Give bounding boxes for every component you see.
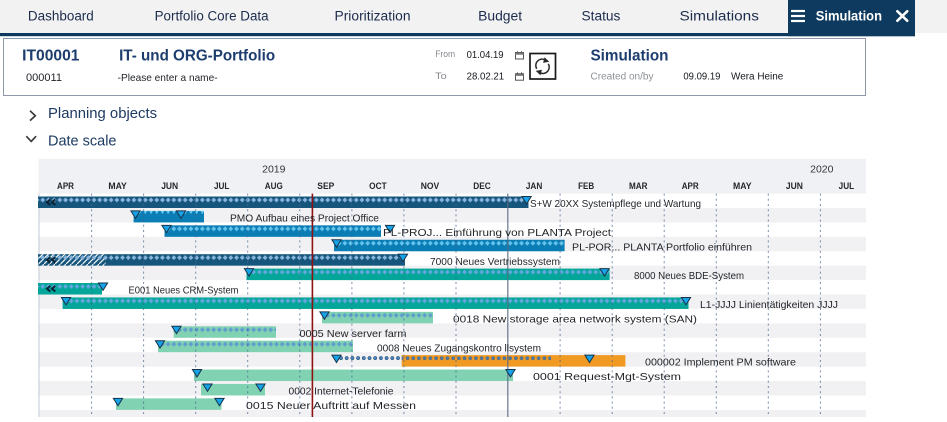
svg-text:28.02.21: 28.02.21 [467,72,505,83]
svg-text:-Please enter a name-: -Please enter a name- [118,72,218,84]
svg-text:000011: 000011 [26,72,62,84]
svg-text:PL-POR... PLANTA Portfolio ei: PL-POR... PLANTA Portfolio einführen [572,242,752,253]
svg-text:0001 Request-Mgt-System: 0001 Request-Mgt-System [533,372,681,383]
svg-text:JAN: JAN [526,181,543,192]
svg-text:Portfolio Core Data: Portfolio Core Data [155,8,269,23]
svg-text:APR: APR [682,181,699,192]
svg-text:MAY: MAY [108,181,127,192]
svg-text:Date scale: Date scale [48,132,117,149]
svg-text:NOV: NOV [421,181,440,192]
svg-text:From: From [435,49,455,60]
svg-text:JUL: JUL [839,181,855,192]
svg-text:S+W 20XX Systempflege und Wart: S+W 20XX Systempflege und Wartung [530,199,701,210]
svg-text:0008 Neues Zugangskontro llsy: 0008 Neues Zugangskontro llsystem [377,343,541,354]
svg-text:2020: 2020 [810,164,834,176]
svg-text:000002 Implement PM software: 000002 Implement PM software [645,358,796,369]
svg-text:JUN: JUN [161,181,178,192]
svg-text:JUL: JUL [214,181,230,192]
svg-text:IT- und ORG-Portfolio: IT- und ORG-Portfolio [119,48,275,65]
svg-text:0018 New storage area network: 0018 New storage area network system (SA… [453,314,697,325]
svg-text:0005 New server farm: 0005 New server farm [300,329,407,340]
svg-text:7000 Neues Vertriebssystem: 7000 Neues Vertriebssystem [430,257,560,268]
svg-text:Simulation: Simulation [816,8,882,24]
svg-text:To: To [435,71,447,82]
svg-text:DEC: DEC [473,181,491,192]
svg-text:FEB: FEB [578,181,594,192]
svg-text:IT00001: IT00001 [22,48,80,65]
svg-text:MAR: MAR [629,181,648,192]
svg-text:8000 Neues BDE-System: 8000 Neues BDE-System [634,271,744,282]
svg-text:0015 Neuer Auftritt auf Messe: 0015 Neuer Auftritt auf Messen [246,401,416,412]
svg-text:AUG: AUG [265,181,283,192]
svg-text:Status: Status [582,8,621,23]
svg-text:SEP: SEP [317,181,335,192]
svg-text:Wera Heine: Wera Heine [731,72,784,83]
svg-text:OCT: OCT [369,181,387,192]
svg-text:Budget: Budget [478,8,522,23]
svg-text:PL-PROJ... Einführung von PLA: PL-PROJ... Einführung von PLANTA Project [383,228,611,239]
svg-text:Planning objects: Planning objects [48,105,157,122]
svg-text:APR: APR [57,181,74,192]
svg-text:MAY: MAY [733,181,752,192]
svg-text:PMO Aufbau eines Project Offi: PMO Aufbau eines Project Office [230,214,379,225]
svg-text:01.04.19: 01.04.19 [467,50,504,61]
svg-text:JUN: JUN [786,181,803,192]
svg-text:Prioritization: Prioritization [335,8,411,23]
svg-text:Created on/by: Created on/by [591,72,654,83]
svg-text:E001 Neues CRM-System: E001 Neues CRM-System [129,286,239,297]
svg-text:Simulation: Simulation [591,48,669,65]
svg-text:Simulations: Simulations [680,8,760,23]
svg-text:Dashboard: Dashboard [28,8,94,23]
svg-text:0002 Internet-Telefonie: 0002 Internet-Telefonie [289,387,394,398]
svg-text:09.09.19: 09.09.19 [683,72,720,83]
svg-text:L1-JJJJ Linientätigkeiten JJJ: L1-JJJJ Linientätigkeiten JJJJ [700,300,838,311]
svg-text:2019: 2019 [262,164,286,176]
